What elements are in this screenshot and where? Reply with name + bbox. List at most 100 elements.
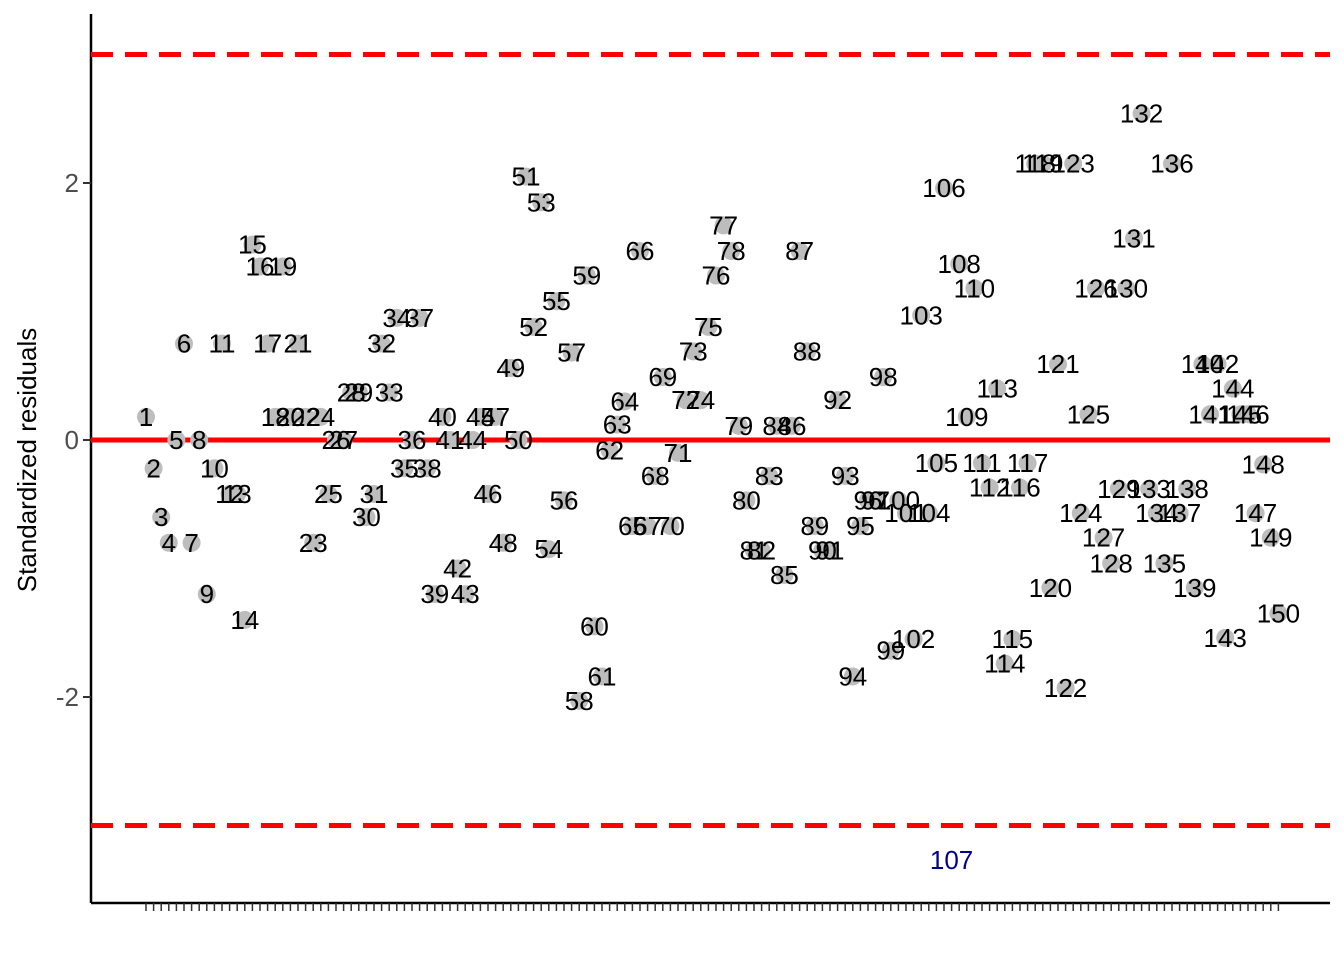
point-label: 61 — [588, 661, 617, 691]
point-label: 86 — [778, 411, 807, 441]
point-label: 53 — [527, 187, 556, 217]
data-point — [570, 691, 589, 710]
point-label: 66 — [626, 236, 655, 266]
point-label: 81 — [740, 536, 769, 566]
data-point — [304, 533, 323, 552]
data-point — [311, 407, 330, 426]
point-label: 3 — [154, 502, 168, 532]
data-point — [684, 342, 703, 361]
point-label: 133 — [1128, 474, 1171, 504]
point-label: 18 — [261, 402, 290, 432]
point-label: 132 — [1120, 99, 1163, 129]
point-label: 84 — [762, 411, 791, 441]
data-point — [1018, 454, 1037, 473]
point-label: 89 — [800, 511, 829, 541]
data-point — [258, 334, 277, 353]
axes — [89, 14, 1330, 905]
point-label: 69 — [648, 362, 677, 392]
data-point — [471, 407, 490, 426]
data-point — [904, 630, 923, 649]
point-label: 2 — [146, 453, 160, 483]
point-label: 129 — [1097, 474, 1140, 504]
data-point — [1064, 154, 1083, 173]
point-label: 113 — [976, 374, 1017, 404]
data-point — [585, 617, 604, 636]
point-label: 29 — [344, 377, 373, 407]
data-point — [190, 431, 209, 449]
data-point — [319, 484, 338, 503]
data-point — [676, 391, 695, 410]
data-point — [547, 292, 566, 311]
data-point — [372, 334, 391, 353]
data-point — [1208, 355, 1227, 374]
point-label: 141 — [1188, 399, 1231, 429]
point-label: 114 — [984, 649, 1025, 679]
point-label: 128 — [1090, 548, 1133, 578]
point-label: 44 — [458, 425, 487, 455]
point-label: 150 — [1257, 598, 1300, 628]
data-point — [1003, 630, 1022, 649]
data-point — [463, 431, 482, 449]
point-label: 92 — [823, 385, 852, 415]
data-point — [699, 317, 718, 336]
data-point — [1147, 504, 1166, 523]
point-label: 12 — [215, 479, 244, 509]
point-label: 60 — [580, 611, 609, 641]
point-label: 99 — [876, 636, 905, 666]
point-label: 6 — [177, 329, 191, 359]
data-point — [1140, 479, 1159, 498]
data-point — [669, 443, 687, 462]
data-point — [1109, 479, 1128, 498]
data-point — [973, 454, 991, 473]
point-label: 93 — [831, 461, 860, 491]
data-point — [197, 585, 216, 604]
data-point — [775, 565, 794, 584]
data-point — [266, 407, 285, 426]
data-point — [957, 407, 976, 426]
data-point — [175, 334, 193, 353]
data-point — [866, 491, 885, 510]
point-label: 102 — [892, 624, 935, 654]
data-point — [1170, 504, 1189, 523]
point-label: 43 — [451, 579, 480, 609]
data-point — [615, 392, 634, 411]
data-point — [828, 391, 847, 410]
point-label: 118 — [1014, 149, 1055, 179]
data-point — [988, 379, 1007, 398]
data-point — [456, 585, 475, 604]
data-point — [1193, 355, 1212, 374]
point-label: 21 — [284, 329, 313, 359]
data-point — [722, 242, 741, 261]
point-label: 36 — [398, 425, 427, 455]
data-point — [1163, 154, 1181, 173]
point-label: 7 — [184, 528, 198, 558]
data-point — [805, 517, 824, 536]
point-label: 11 — [209, 329, 236, 359]
data-point — [912, 306, 931, 325]
point-label: 88 — [793, 336, 822, 366]
points — [137, 104, 1288, 710]
data-point — [881, 641, 900, 660]
point-label: 58 — [565, 686, 594, 716]
point-label: 52 — [519, 312, 548, 342]
data-point — [1033, 154, 1052, 173]
data-point — [1201, 405, 1219, 424]
point-label: 110 — [954, 273, 995, 303]
data-point — [387, 308, 406, 327]
data-point — [494, 533, 513, 552]
reference-lines — [91, 52, 1330, 828]
data-point — [182, 533, 201, 552]
data-point — [539, 540, 558, 559]
point-label: 138 — [1166, 474, 1209, 504]
point-label: 97 — [861, 485, 890, 515]
point-label: 42 — [443, 554, 472, 584]
data-point — [1239, 405, 1257, 424]
point-label: 40 — [428, 402, 457, 432]
point-label: 10 — [200, 453, 229, 483]
data-point — [874, 368, 893, 387]
point-label: 54 — [534, 534, 563, 564]
point-label: 16 — [246, 252, 275, 282]
data-point — [1155, 554, 1174, 573]
point-label: 32 — [367, 329, 396, 359]
point-label: 111 — [962, 448, 1002, 478]
